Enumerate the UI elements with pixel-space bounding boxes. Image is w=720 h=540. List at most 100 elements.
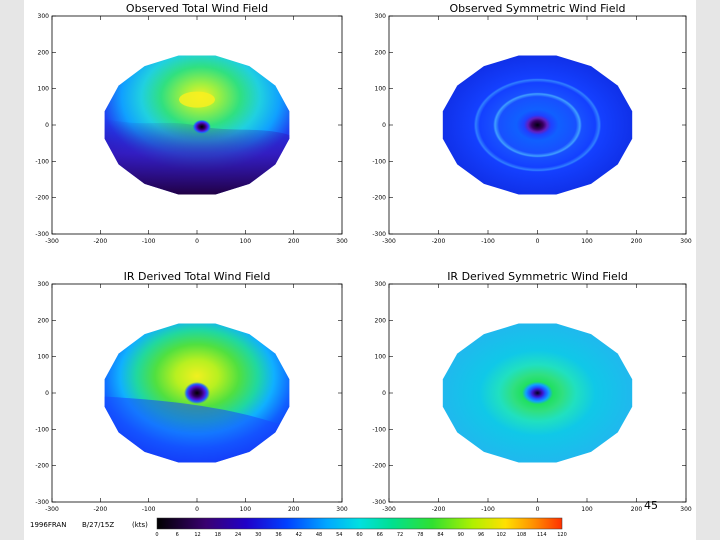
x-tick-label: -100 — [481, 238, 495, 245]
panel-title: Observed Symmetric Wind Field — [449, 2, 625, 15]
field-fill — [442, 323, 633, 463]
x-tick-label: 200 — [631, 506, 643, 513]
y-tick-label: 300 — [375, 13, 387, 20]
x-tick-label: 300 — [336, 238, 348, 245]
panel-title: IR Derived Total Wind Field — [124, 270, 271, 283]
wind-panel-2: Observed Symmetric Wind Field -300 -200 -10… — [372, 2, 692, 245]
colorbar-tick-label: 102 — [496, 532, 506, 538]
x-tick-label: -300 — [382, 238, 396, 245]
datetime-label: B/27/15Z — [82, 521, 114, 529]
x-tick-label: 100 — [240, 506, 252, 513]
x-tick-label: 200 — [288, 238, 300, 245]
colorbar-tick-label: 6 — [176, 532, 179, 538]
y-tick-label: -100 — [372, 426, 386, 433]
y-tick-label: 200 — [375, 49, 387, 56]
y-tick-label: 100 — [38, 354, 50, 361]
y-tick-label: -200 — [372, 463, 386, 470]
colorbar-tick-label: 114 — [537, 532, 547, 538]
wind-field-disk — [442, 55, 633, 195]
x-tick-label: 100 — [581, 238, 593, 245]
x-tick-label: 300 — [680, 238, 692, 245]
x-tick-label: 100 — [240, 238, 252, 245]
y-tick-label: 200 — [38, 317, 50, 324]
x-tick-label: 0 — [195, 506, 199, 513]
colorbar-tick-label: 78 — [417, 532, 423, 538]
colorbar-tick-label: 48 — [316, 532, 322, 538]
x-tick-label: -200 — [432, 238, 446, 245]
colorbar-tick-label: 12 — [194, 532, 200, 538]
colorbar-tick-label: 60 — [356, 532, 362, 538]
x-tick-label: -100 — [481, 506, 495, 513]
colorbar-tick-label: 30 — [255, 532, 261, 538]
x-tick-label: -300 — [45, 506, 59, 513]
x-tick-label: 100 — [581, 506, 593, 513]
y-tick-label: 100 — [375, 354, 387, 361]
y-tick-label: 200 — [38, 49, 50, 56]
wind-panel-4: IR Derived Symmetric Wind Field -300 -200 -… — [372, 270, 692, 513]
y-tick-label: 0 — [45, 390, 49, 397]
footer: 1996FRAN B/27/15Z (kts) 0 6 12 18 24 30 36 42 48… — [30, 499, 658, 538]
y-tick-label: 100 — [38, 86, 50, 93]
colorbar-tick-label: 72 — [397, 532, 403, 538]
x-tick-label: 200 — [631, 238, 643, 245]
field-low-wind-region — [104, 117, 290, 195]
wind-field-disk — [104, 55, 290, 195]
y-tick-label: 300 — [38, 13, 50, 20]
y-tick-label: 300 — [375, 281, 387, 288]
colorbar-tick-label: 18 — [215, 532, 221, 538]
wind-panel-3: IR Derived Total Wind Field -300 -200 -100 0… — [35, 270, 348, 513]
colorbar-tick-label: 54 — [336, 532, 342, 538]
y-tick-label: -100 — [35, 158, 49, 165]
colorbar-tick-label: 96 — [478, 532, 484, 538]
x-tick-label: 300 — [680, 506, 692, 513]
field-fill — [442, 55, 633, 195]
colorbar-tick-label: 36 — [275, 532, 281, 538]
y-tick-label: -200 — [35, 463, 49, 470]
colorbar-tick-label: 24 — [235, 532, 241, 538]
colorbar — [156, 517, 563, 530]
y-tick-label: 100 — [375, 86, 387, 93]
storm-label: 1996FRAN — [30, 521, 66, 529]
y-tick-label: -300 — [372, 231, 386, 238]
page-number: 45 — [644, 499, 658, 512]
x-tick-label: -200 — [432, 506, 446, 513]
x-tick-label: -300 — [45, 238, 59, 245]
panel-title: IR Derived Symmetric Wind Field — [447, 270, 628, 283]
y-tick-label: 0 — [45, 122, 49, 129]
y-tick-label: 0 — [382, 390, 386, 397]
colorbar-tick-label: 42 — [296, 532, 302, 538]
colorbar-tick-label: 66 — [377, 532, 383, 538]
field-low-wind-region — [104, 396, 290, 463]
wind-field-disk — [442, 323, 633, 463]
x-tick-label: -100 — [142, 238, 156, 245]
panel-title: Observed Total Wind Field — [126, 2, 268, 15]
y-tick-label: -300 — [35, 499, 49, 506]
x-tick-label: 300 — [336, 506, 348, 513]
y-tick-label: 0 — [382, 122, 386, 129]
x-tick-label: -200 — [94, 238, 108, 245]
x-tick-label: 0 — [536, 238, 540, 245]
storm-eye — [192, 119, 211, 134]
colorbar-tick-label: 0 — [155, 532, 158, 538]
colorbar-units-label: (kts) — [132, 521, 148, 529]
y-tick-label: -300 — [372, 499, 386, 506]
y-tick-label: 200 — [375, 317, 387, 324]
y-tick-label: -100 — [35, 426, 49, 433]
colorbar-tick-label: 120 — [557, 532, 567, 538]
colorbar-tick-label: 84 — [437, 532, 443, 538]
x-tick-label: -200 — [94, 506, 108, 513]
y-tick-label: -200 — [35, 195, 49, 202]
y-tick-label: -300 — [35, 231, 49, 238]
y-tick-label: -100 — [372, 158, 386, 165]
x-tick-label: 0 — [536, 506, 540, 513]
y-tick-label: -200 — [372, 195, 386, 202]
storm-eye — [184, 382, 210, 404]
y-tick-label: 300 — [38, 281, 50, 288]
x-tick-label: 0 — [195, 238, 199, 245]
x-tick-label: 200 — [288, 506, 300, 513]
x-tick-label: -300 — [382, 506, 396, 513]
x-tick-label: -100 — [142, 506, 156, 513]
wind-panel-1: Observed Total Wind Field -300 -200 -100 0 10… — [35, 2, 348, 245]
max-wind-band — [179, 91, 215, 108]
